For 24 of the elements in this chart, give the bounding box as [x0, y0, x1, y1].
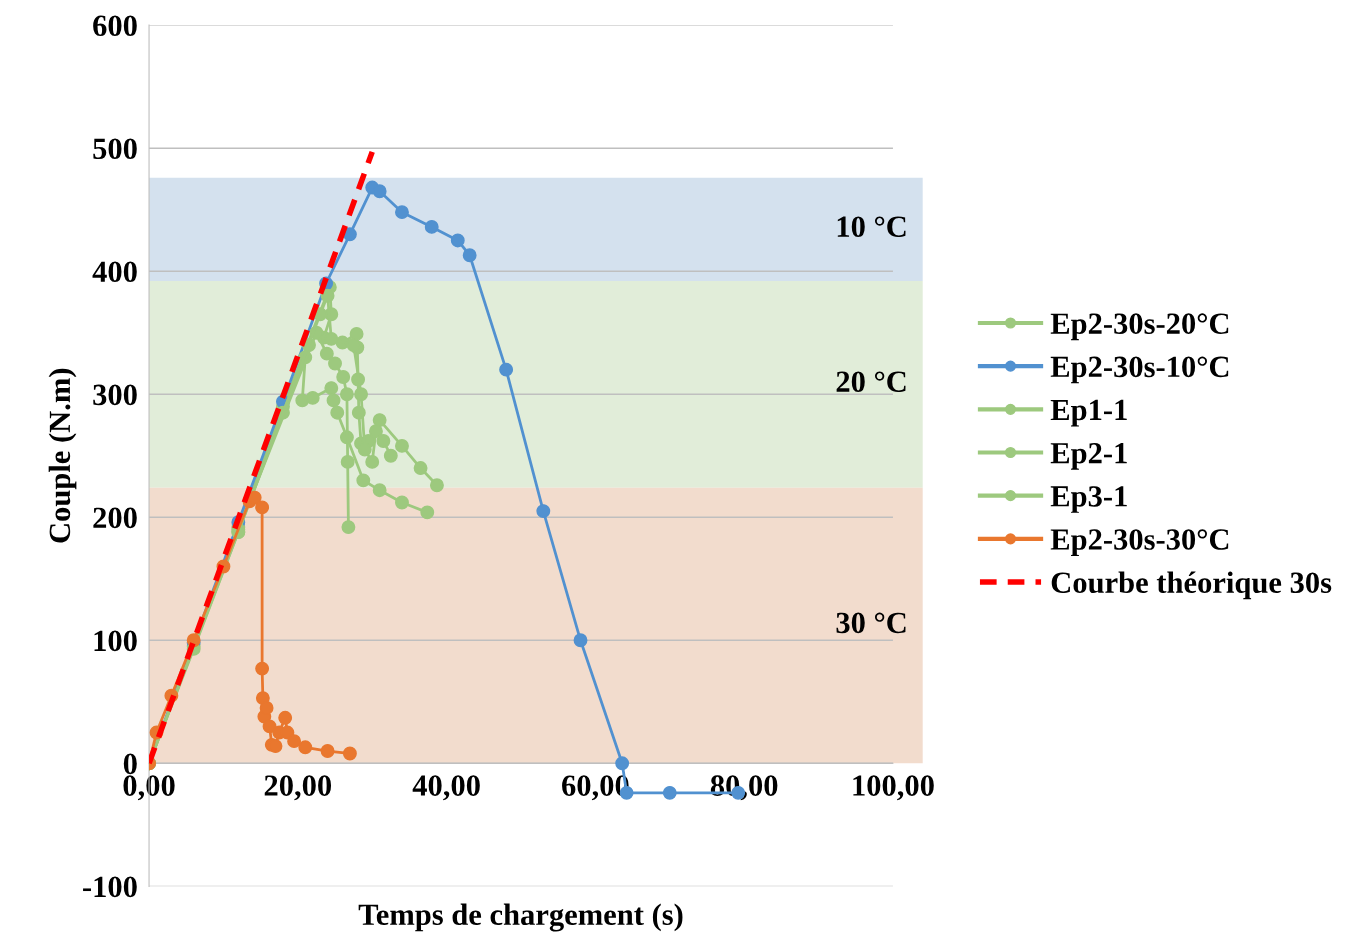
y-tick-label: -100 [83, 876, 137, 898]
x-axis-title: Temps de chargement (s) [358, 903, 683, 932]
y-tick-label: 300 [93, 384, 137, 406]
band-label: 20 °C [836, 371, 906, 393]
x-tick-label: 20,00 [264, 775, 332, 801]
y-tick-label: 500 [93, 138, 137, 160]
legend-label: Courbe théorique 30s [1051, 571, 1332, 600]
x-tick-label: 0,00 [123, 775, 175, 801]
y-tick-label: 0 [123, 753, 137, 775]
y-tick-label: 200 [93, 507, 137, 529]
legend-label: Ep1-1 [1050, 399, 1127, 427]
x-tick-label: 40,00 [412, 775, 480, 801]
x-tick-label: 100,00 [853, 775, 934, 801]
y-tick-label: 100 [94, 630, 137, 652]
band-label: 10 °C [837, 216, 906, 238]
legend-label: Ep2-1 [1050, 442, 1127, 470]
legend-label: Ep2-30s-10°C [1050, 356, 1229, 384]
legend-label: Ep2-30s-20°C [1050, 313, 1229, 341]
legend-label: Ep2-30s-30°C [1050, 529, 1229, 557]
y-tick-label: 600 [93, 15, 137, 37]
y-axis-title: Couple (N.m) [48, 368, 77, 543]
y-tick-label: 400 [92, 261, 137, 283]
legend-label: Ep3-1 [1050, 486, 1127, 513]
band-label: 30 °C [836, 612, 906, 634]
